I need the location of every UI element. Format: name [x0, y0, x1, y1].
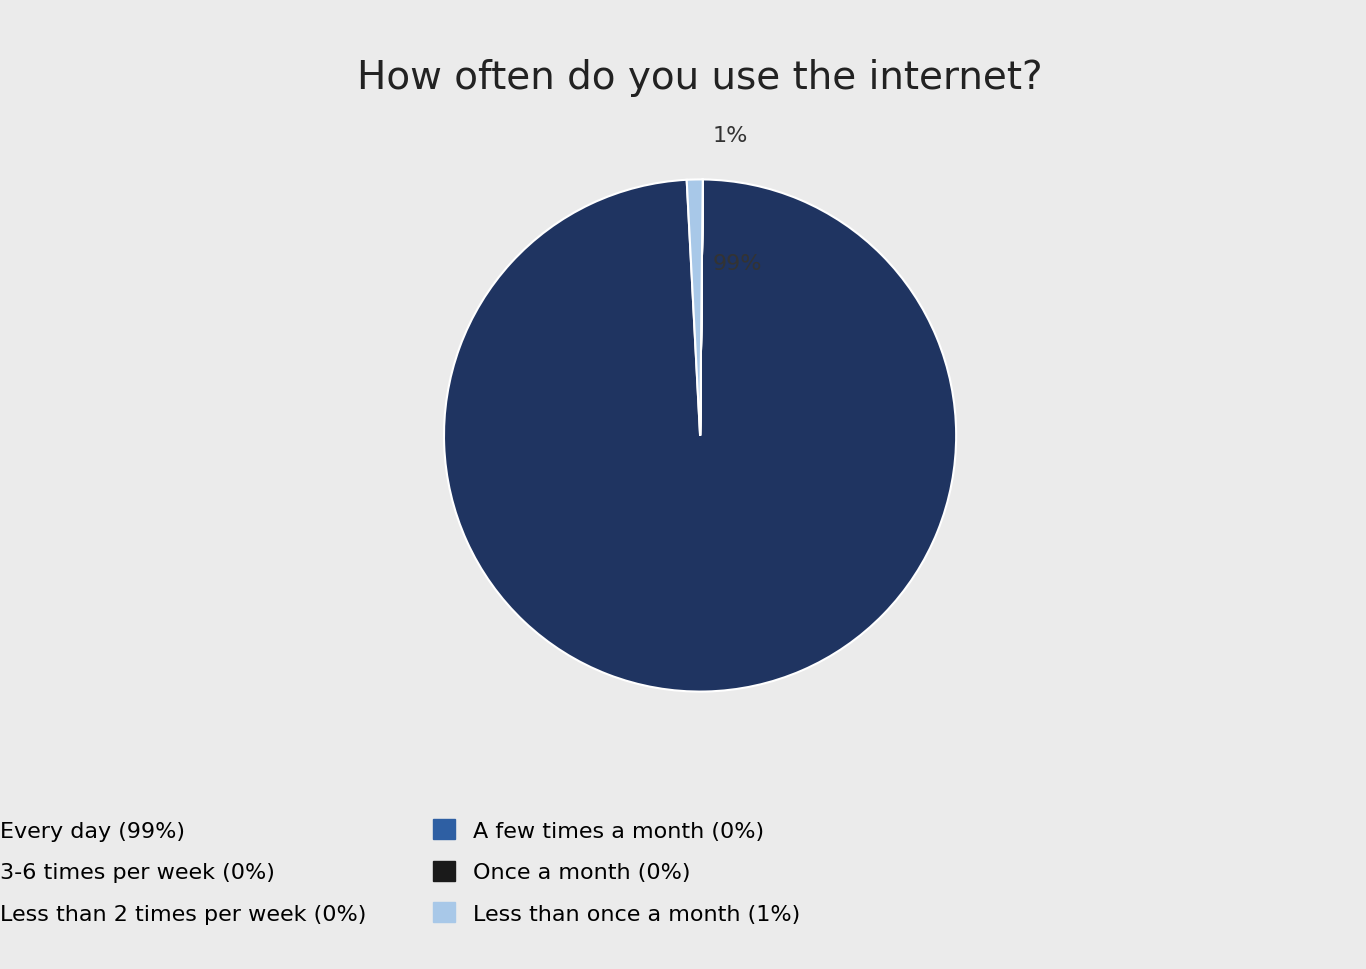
Legend: Every day (99%), 3-6 times per week (0%), Less than 2 times per week (0%), A few: Every day (99%), 3-6 times per week (0%)…	[0, 819, 800, 923]
Wedge shape	[687, 180, 702, 436]
Text: 1%: 1%	[713, 125, 749, 145]
Text: 99%: 99%	[713, 253, 762, 273]
Wedge shape	[444, 180, 956, 692]
Wedge shape	[701, 180, 702, 436]
Wedge shape	[701, 180, 702, 436]
Wedge shape	[701, 180, 702, 436]
Title: How often do you use the internet?: How often do you use the internet?	[358, 58, 1042, 97]
Wedge shape	[701, 180, 702, 436]
